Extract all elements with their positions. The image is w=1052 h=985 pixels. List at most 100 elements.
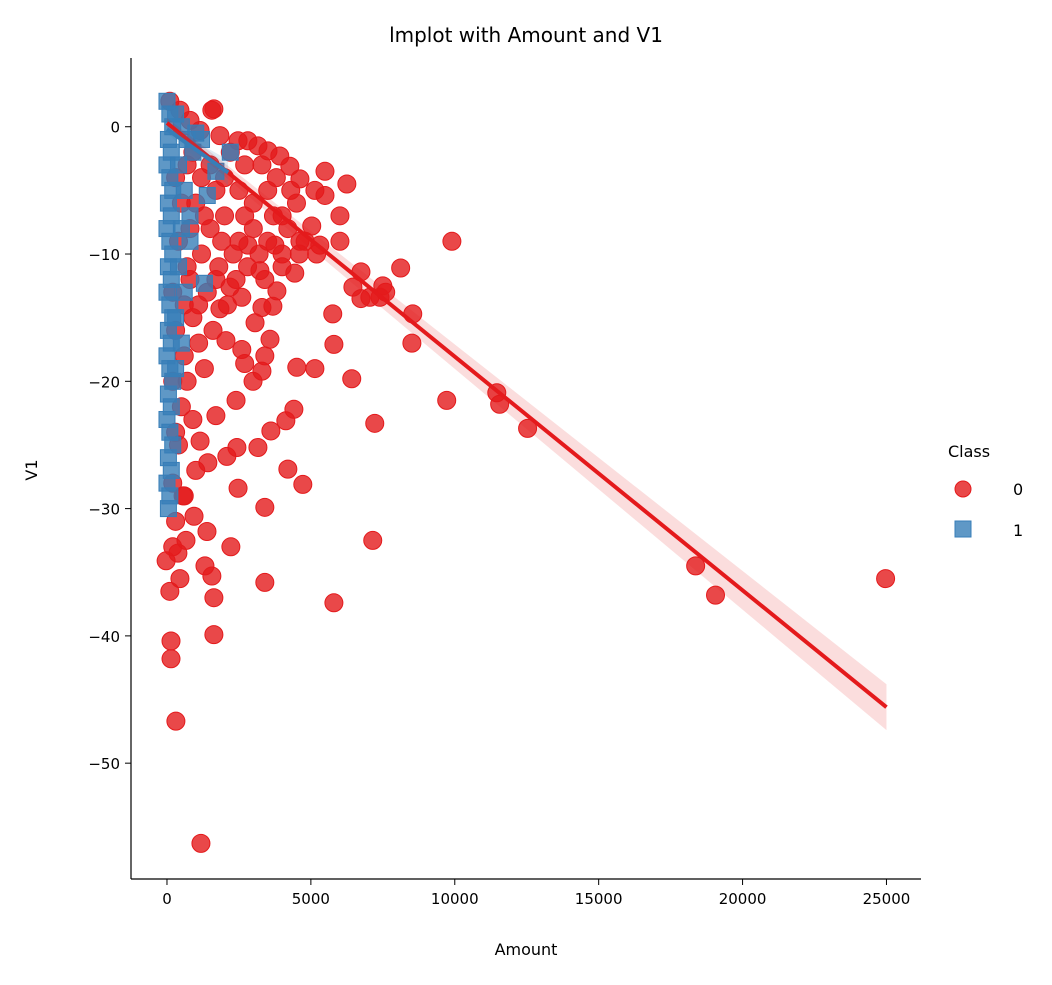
data-point-class-0 bbox=[261, 421, 281, 441]
legend-label-class-0: 0 bbox=[1013, 480, 1023, 499]
data-point-class-0 bbox=[186, 460, 206, 480]
data-point-class-0 bbox=[206, 406, 226, 426]
data-point-class-0 bbox=[315, 161, 335, 181]
data-point-class-1 bbox=[181, 232, 199, 250]
data-point-class-0 bbox=[252, 155, 272, 175]
y-tick-label: −30 bbox=[88, 501, 120, 519]
data-point-class-0 bbox=[442, 231, 462, 251]
data-point-class-0 bbox=[706, 585, 726, 605]
data-point-class-0 bbox=[204, 588, 224, 608]
data-point-class-1 bbox=[172, 334, 190, 352]
data-point-class-0 bbox=[223, 244, 243, 264]
data-point-class-0 bbox=[227, 437, 247, 457]
data-point-class-0 bbox=[342, 369, 362, 389]
data-point-class-0 bbox=[255, 572, 275, 592]
data-point-class-0 bbox=[163, 537, 183, 557]
x-axis-label: Amount bbox=[495, 940, 558, 959]
x-tick-label: 10000 bbox=[431, 890, 479, 908]
data-point-class-0 bbox=[351, 289, 371, 309]
legend-label-class-1: 1 bbox=[1013, 521, 1023, 540]
data-point-class-0 bbox=[160, 581, 180, 601]
data-point-class-0 bbox=[324, 334, 344, 354]
y-tick-label: 0 bbox=[110, 119, 120, 137]
data-point-class-1 bbox=[172, 220, 190, 238]
data-point-class-0 bbox=[391, 258, 411, 278]
regression-line-class-1 bbox=[165, 127, 230, 175]
data-point-class-0 bbox=[305, 359, 325, 379]
data-point-class-0 bbox=[255, 269, 275, 289]
data-point-class-0 bbox=[330, 231, 350, 251]
regression-line-class-0 bbox=[165, 121, 888, 709]
data-point-class-0 bbox=[238, 257, 258, 277]
data-point-class-0 bbox=[305, 180, 325, 200]
data-point-class-0 bbox=[203, 320, 223, 340]
data-point-class-0 bbox=[249, 244, 269, 264]
data-point-class-0 bbox=[226, 269, 246, 289]
data-point-class-0 bbox=[221, 537, 241, 557]
axes: 0 5000 10000 15000 20000 25000 0 −10 −20 −30 −40 −5… bbox=[88, 58, 921, 908]
data-point-class-0 bbox=[161, 649, 181, 669]
data-point-class-1 bbox=[198, 186, 216, 204]
legend-title: Class bbox=[948, 442, 990, 461]
data-point-class-0 bbox=[323, 304, 343, 324]
data-point-class-0 bbox=[202, 566, 222, 586]
data-point-class-0 bbox=[402, 333, 422, 353]
series-class-1 bbox=[158, 92, 239, 518]
data-point-class-0 bbox=[278, 459, 298, 479]
data-point-class-1 bbox=[181, 207, 199, 225]
data-point-class-0 bbox=[216, 331, 236, 351]
data-point-class-0 bbox=[190, 431, 210, 451]
data-point-class-1 bbox=[169, 258, 187, 276]
y-tick-label: −10 bbox=[88, 246, 120, 264]
data-point-class-0 bbox=[248, 437, 268, 457]
data-point-class-0 bbox=[235, 206, 255, 226]
data-point-class-0 bbox=[215, 206, 235, 226]
data-point-class-0 bbox=[337, 174, 357, 194]
x-tick-label: 15000 bbox=[575, 890, 623, 908]
data-point-class-0 bbox=[166, 711, 186, 731]
data-point-class-1 bbox=[195, 274, 213, 292]
data-point-class-0 bbox=[189, 333, 209, 353]
x-tick-label: 0 bbox=[162, 890, 172, 908]
data-point-class-0 bbox=[202, 100, 222, 120]
y-tick-label: −20 bbox=[88, 373, 120, 391]
y-axis-label: V1 bbox=[22, 459, 41, 480]
data-point-class-0 bbox=[204, 625, 224, 645]
data-point-class-1 bbox=[187, 124, 205, 142]
legend-marker-class-1 bbox=[954, 520, 972, 538]
y-tick-label: −40 bbox=[88, 628, 120, 646]
data-point-class-1 bbox=[175, 181, 193, 199]
x-tick-label: 5000 bbox=[292, 890, 330, 908]
data-point-class-0 bbox=[210, 126, 230, 146]
data-point-class-0 bbox=[876, 569, 896, 589]
data-point-class-0 bbox=[197, 522, 217, 542]
data-point-class-0 bbox=[272, 257, 292, 277]
chart-title: lmplot with Amount and V1 bbox=[389, 23, 663, 47]
data-point-class-0 bbox=[267, 281, 287, 301]
data-point-class-1 bbox=[175, 283, 193, 301]
data-point-class-0 bbox=[232, 339, 252, 359]
data-point-class-0 bbox=[324, 593, 344, 613]
data-point-class-0 bbox=[255, 346, 275, 366]
data-point-class-1 bbox=[167, 309, 185, 327]
data-point-class-0 bbox=[228, 478, 248, 498]
data-point-class-0 bbox=[226, 390, 246, 410]
data-point-class-1 bbox=[221, 143, 239, 161]
x-tick-label: 20000 bbox=[719, 890, 767, 908]
data-point-class-0 bbox=[183, 409, 203, 429]
data-point-class-0 bbox=[518, 418, 538, 438]
data-point-class-0 bbox=[330, 206, 350, 226]
x-tick-label: 25000 bbox=[863, 890, 911, 908]
data-point-class-0 bbox=[281, 180, 301, 200]
data-point-class-0 bbox=[255, 497, 275, 517]
data-point-class-0 bbox=[289, 244, 309, 264]
data-point-class-1 bbox=[159, 500, 177, 518]
data-point-class-0 bbox=[217, 295, 237, 315]
data-point-class-0 bbox=[365, 413, 385, 433]
data-point-class-0 bbox=[287, 357, 307, 377]
data-point-class-0 bbox=[161, 631, 181, 651]
data-point-class-0 bbox=[194, 359, 214, 379]
data-point-class-0 bbox=[170, 569, 190, 589]
data-point-class-1 bbox=[167, 360, 185, 378]
